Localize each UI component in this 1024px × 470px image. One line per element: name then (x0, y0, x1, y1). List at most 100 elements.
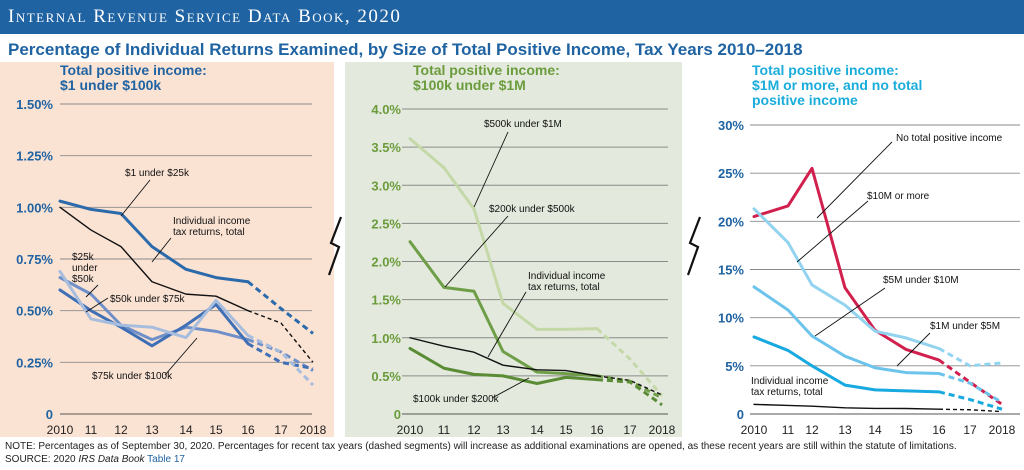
x-tick-label: 17 (274, 423, 288, 437)
panel-1-title: Total positive income: $1 under $100k (60, 62, 207, 93)
series-line (753, 403, 940, 410)
annotation-leader (814, 287, 886, 337)
series-line-dashed (247, 338, 314, 372)
y-tick-label: 2.0% (371, 255, 401, 270)
annotation-leader (120, 179, 151, 217)
x-tick-label: 2018 (649, 423, 676, 437)
source-prefix: SOURCE: 2020 (5, 454, 79, 465)
panel-3-background (707, 62, 1024, 437)
panel-3-title: Total positive income: $1M or more, and n… (752, 62, 922, 108)
series-line-dashed (247, 334, 315, 387)
y-tick-label: 30% (718, 118, 744, 133)
x-tick-label: 13 (496, 423, 510, 437)
series-line-dashed (596, 375, 663, 396)
axis-break-icon (327, 216, 343, 276)
annotation-leader (796, 200, 869, 263)
series-annotation: $1 under $25k (125, 168, 190, 179)
annotation-leader (151, 237, 172, 263)
panel-2-background (345, 62, 682, 437)
series-line-dashed (938, 390, 1003, 411)
y-tick-label: 0.25% (16, 355, 53, 370)
series-annotation: $200k under $500k (489, 204, 576, 215)
y-tick-label: 3.5% (371, 140, 401, 155)
x-tick-label: 2018 (989, 423, 1016, 437)
series-line-dashed (938, 408, 1003, 413)
series-line-dashed (938, 347, 1003, 368)
axis-break-icon (686, 216, 702, 276)
x-tick-label: 16 (590, 423, 604, 437)
x-tick-label: 11 (782, 423, 795, 437)
panel-2-title: Total positive income: $100k under $1M (413, 62, 560, 93)
series-line-dashed (596, 378, 663, 407)
series-annotation: $10M or more (867, 191, 930, 202)
x-tick-label: 2010 (741, 423, 768, 437)
annotation-leader (487, 291, 527, 358)
series-line (752, 285, 941, 376)
series-annotation: $1M under $5M (930, 321, 1000, 332)
x-tick-label: 17 (963, 423, 977, 437)
series-line (408, 346, 599, 385)
y-tick-label: 0 (737, 407, 744, 422)
x-tick-label: 12 (805, 423, 819, 437)
series-annotation: Individual income tax returns, total (528, 271, 606, 293)
x-tick-label: 12 (467, 423, 481, 437)
x-tick-label: 11 (85, 423, 98, 437)
x-tick-label: 11 (438, 423, 451, 437)
annotation-leader (896, 332, 931, 367)
series-line-dashed (595, 327, 664, 397)
y-tick-label: 10% (718, 311, 744, 326)
y-tick-label: 0.75% (16, 252, 53, 267)
series-line (752, 207, 941, 350)
y-tick-label: 3.0% (371, 178, 401, 193)
series-line (58, 288, 250, 348)
annotation-leader (816, 141, 893, 219)
series-line (408, 137, 599, 331)
y-tick-label: 4.0% (371, 102, 401, 117)
source-book: IRS Data Book (78, 454, 145, 465)
y-tick-label: 0 (46, 407, 53, 422)
x-tick-label: 2010 (397, 423, 424, 437)
header-title: Internal Revenue Service Data Book, 2020 (8, 6, 402, 27)
series-line (752, 166, 941, 362)
y-tick-label: 1.25% (16, 149, 53, 164)
x-tick-label: 16 (241, 423, 255, 437)
x-tick-label: 12 (114, 423, 128, 437)
x-tick-label: 16 (932, 423, 946, 437)
annotation-leader (491, 377, 530, 399)
y-tick-label: 15% (718, 263, 744, 278)
x-tick-label: 13 (838, 423, 852, 437)
series-line-dashed (247, 310, 314, 363)
series-line (752, 335, 941, 394)
x-tick-label: 14 (179, 423, 193, 437)
series-line (59, 206, 249, 312)
x-tick-label: 17 (623, 423, 637, 437)
annotation-leader (85, 297, 109, 313)
y-tick-label: 2.5% (371, 216, 401, 231)
series-line (58, 269, 250, 340)
panel-1-background (0, 62, 334, 437)
x-tick-label: 15 (559, 423, 573, 437)
y-tick-label: 20% (718, 214, 744, 229)
series-line-dashed (938, 372, 1003, 404)
footer: NOTE: Percentages as of September 30, 20… (5, 440, 957, 466)
series-annotation: Individual income tax returns, total (173, 216, 251, 238)
series-annotation: $75k under $100k (92, 371, 173, 382)
x-tick-label: 14 (868, 423, 882, 437)
y-tick-label: 1.00% (16, 200, 53, 215)
y-tick-label: 1.50% (16, 97, 53, 112)
x-tick-label: 13 (145, 423, 159, 437)
series-line (408, 240, 599, 378)
series-line-dashed (596, 374, 663, 400)
annotation-leader (473, 131, 509, 208)
annotation-leader (164, 337, 198, 376)
source-link[interactable]: Table 17 (147, 454, 185, 465)
series-line (58, 276, 250, 342)
x-tick-label: 15 (209, 423, 223, 437)
y-tick-label: 1.5% (371, 293, 401, 308)
y-tick-label: 25% (718, 166, 744, 181)
y-tick-label: 5% (725, 359, 744, 374)
series-annotation: Individual income tax returns, total (751, 376, 829, 398)
x-tick-label: 14 (530, 423, 544, 437)
y-tick-label: 0.5% (371, 369, 401, 384)
series-line (409, 337, 598, 377)
